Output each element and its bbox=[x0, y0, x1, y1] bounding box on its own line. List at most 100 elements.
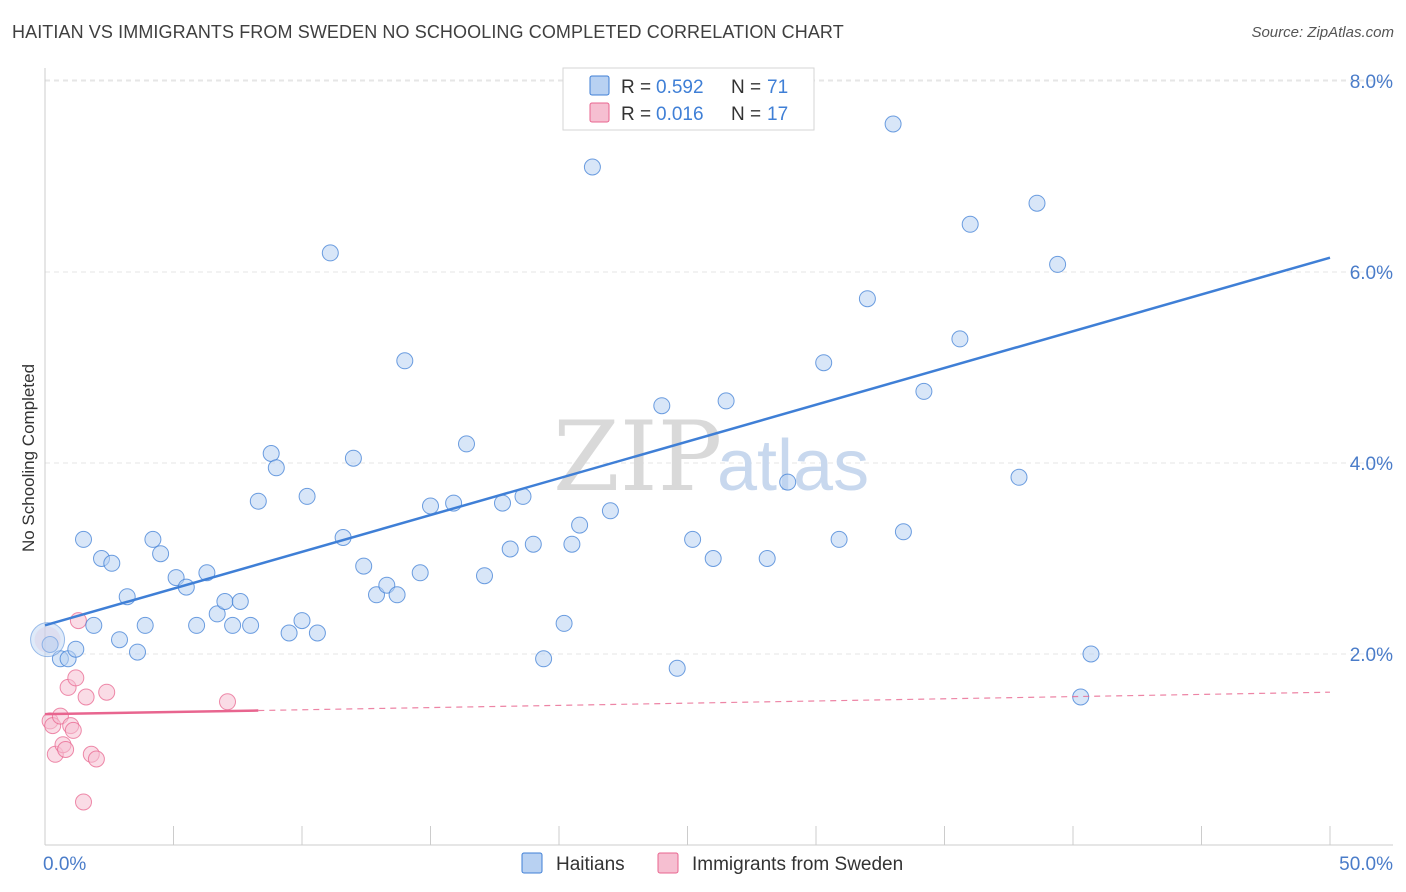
haitians-point-39 bbox=[422, 497, 439, 515]
haitians-point-41 bbox=[458, 435, 475, 453]
haitians-point-60 bbox=[815, 354, 833, 372]
series-legend: Haitians Immigrants from Sweden bbox=[521, 852, 903, 875]
haitians-point-64 bbox=[894, 523, 912, 541]
legend-swatch-sweden bbox=[589, 102, 610, 123]
x-tick-label-max: 50.0% bbox=[1339, 854, 1393, 875]
bottom-legend-label-haitians: Haitians bbox=[556, 854, 625, 875]
sweden-point-12 bbox=[77, 688, 95, 706]
haitians-point-23 bbox=[249, 492, 267, 510]
haitians-point-5 bbox=[85, 616, 103, 634]
haitians-point-36 bbox=[388, 586, 406, 604]
haitians-point-58 bbox=[758, 550, 776, 567]
haitians-point-26 bbox=[280, 624, 298, 642]
haitians-point-55 bbox=[684, 530, 702, 548]
haitians-point-25 bbox=[267, 459, 285, 477]
y-tick-label-3: 8.0% bbox=[1350, 72, 1393, 93]
series-immigrants-from-sweden bbox=[34, 612, 236, 811]
haitians-point-13 bbox=[152, 545, 170, 563]
sweden-point-11 bbox=[75, 793, 92, 811]
haitians-point-52 bbox=[601, 502, 619, 520]
series-haitians bbox=[30, 115, 1100, 706]
legend-n-label-haitians: N = bbox=[731, 77, 761, 98]
y-tick-label-2: 6.0% bbox=[1350, 263, 1393, 284]
bottom-legend-label-sweden: Immigrants from Sweden bbox=[692, 854, 903, 875]
haitians-point-71 bbox=[1082, 645, 1100, 663]
y-tick-label-0: 2.0% bbox=[1350, 645, 1393, 666]
haitians-point-12 bbox=[144, 530, 162, 548]
sweden-point-8 bbox=[64, 721, 82, 739]
watermark-atlas: atlas bbox=[717, 426, 869, 506]
haitians-point-8 bbox=[111, 631, 128, 649]
haitians-point-18 bbox=[208, 605, 226, 623]
haitians-point-68 bbox=[1028, 194, 1046, 212]
haitians-point-54 bbox=[668, 659, 686, 677]
haitians-point-0 bbox=[41, 636, 59, 653]
y-tick-labels: 2.0% 4.0% 6.0% 8.0% bbox=[1350, 72, 1393, 666]
haitians-point-cluster bbox=[30, 622, 66, 658]
haitians-point-19 bbox=[216, 593, 234, 610]
haitians-point-48 bbox=[555, 614, 573, 632]
haitians-point-20 bbox=[224, 616, 242, 634]
haitians-point-32 bbox=[344, 449, 362, 467]
legend-swatch-haitians bbox=[589, 75, 610, 96]
haitians-point-50 bbox=[571, 516, 589, 534]
haitians-point-51 bbox=[583, 158, 601, 176]
haitians-point-44 bbox=[501, 540, 519, 558]
haitians-point-37 bbox=[396, 352, 414, 370]
haitians-point-7 bbox=[103, 554, 121, 572]
haitians-point-42 bbox=[476, 567, 493, 585]
sweden-point-5 bbox=[57, 741, 75, 758]
sweden-point-9 bbox=[67, 669, 85, 687]
legend-r-label-haitians: R = bbox=[621, 77, 651, 98]
trendline-haitians bbox=[44, 256, 1331, 627]
haitians-point-16 bbox=[188, 616, 206, 634]
legend-n-value-sweden: 17 bbox=[767, 104, 788, 125]
haitians-point-66 bbox=[951, 330, 969, 348]
haitians-point-4 bbox=[75, 530, 92, 548]
haitians-point-11 bbox=[136, 616, 154, 634]
trendlines bbox=[44, 256, 1331, 716]
x-tick-labels: 0.0% 50.0% bbox=[43, 854, 1393, 875]
haitians-point-33 bbox=[355, 557, 373, 575]
haitians-point-24 bbox=[262, 445, 280, 462]
haitians-point-62 bbox=[858, 290, 876, 308]
haitians-point-57 bbox=[717, 392, 735, 410]
haitians-point-67 bbox=[961, 215, 979, 233]
haitians-point-59 bbox=[779, 473, 797, 491]
legend-r-value-sweden: 0.016 bbox=[656, 104, 704, 125]
correlation-legend: R = 0.592 N = 71 R = 0.016 N = 17 bbox=[562, 67, 815, 131]
trendline-sweden-solid bbox=[44, 709, 259, 716]
haitians-point-69 bbox=[1049, 255, 1067, 273]
bottom-legend-swatch-sweden bbox=[657, 852, 679, 874]
haitians-point-65 bbox=[915, 382, 933, 400]
haitians-point-47 bbox=[535, 650, 553, 668]
trendline-sweden-dashed bbox=[258, 691, 1331, 712]
haitians-point-30 bbox=[321, 244, 339, 262]
legend-n-label-sweden: N = bbox=[731, 104, 761, 125]
haitians-point-61 bbox=[830, 530, 848, 548]
sweden-point-16 bbox=[219, 693, 236, 711]
haitians-point-43 bbox=[494, 494, 511, 512]
haitians-point-28 bbox=[298, 487, 316, 505]
haitians-point-46 bbox=[524, 535, 542, 553]
watermark: ZIP atlas bbox=[553, 401, 869, 513]
bottom-legend-swatch-haitians bbox=[521, 852, 543, 874]
haitians-point-27 bbox=[293, 612, 311, 630]
legend-r-label-sweden: R = bbox=[621, 104, 651, 125]
haitians-point-56 bbox=[704, 550, 722, 567]
haitians-point-22 bbox=[242, 616, 260, 634]
haitians-point-10 bbox=[129, 643, 146, 661]
haitians-point-38 bbox=[411, 564, 429, 582]
haitians-point-53 bbox=[653, 397, 671, 415]
y-axis-label: No Schooling Completed bbox=[19, 364, 38, 552]
haitians-point-63 bbox=[884, 115, 902, 133]
legend-r-value-haitians: 0.592 bbox=[656, 77, 704, 98]
legend-n-value-haitians: 71 bbox=[767, 77, 788, 98]
sweden-point-14 bbox=[87, 750, 105, 768]
y-tick-label-1: 4.0% bbox=[1350, 454, 1393, 475]
chart-title: HAITIAN VS IMMIGRANTS FROM SWEDEN NO SCH… bbox=[12, 22, 844, 42]
haitians-point-72 bbox=[1010, 468, 1028, 486]
haitians-point-21 bbox=[231, 593, 249, 610]
haitians-point-3 bbox=[67, 640, 85, 658]
